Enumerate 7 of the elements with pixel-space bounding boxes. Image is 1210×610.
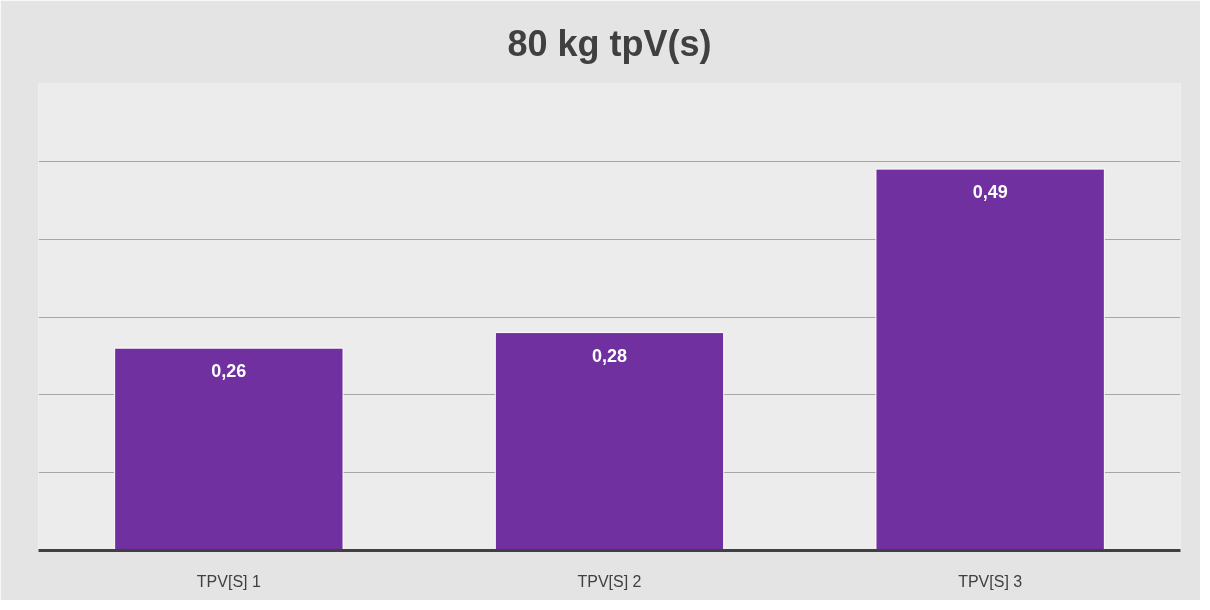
chart-title: 80 kg tpV(s) <box>507 22 712 64</box>
x-tick-label: TPV[S] 2 <box>577 572 642 590</box>
data-label: 0,28 <box>591 345 628 366</box>
data-label: 0,49 <box>972 182 1008 203</box>
data-label: 0,26 <box>211 361 247 382</box>
x-tick-label: TPV[S] 1 <box>196 572 261 590</box>
x-tick-label: TPV[S] 3 <box>958 572 1023 590</box>
